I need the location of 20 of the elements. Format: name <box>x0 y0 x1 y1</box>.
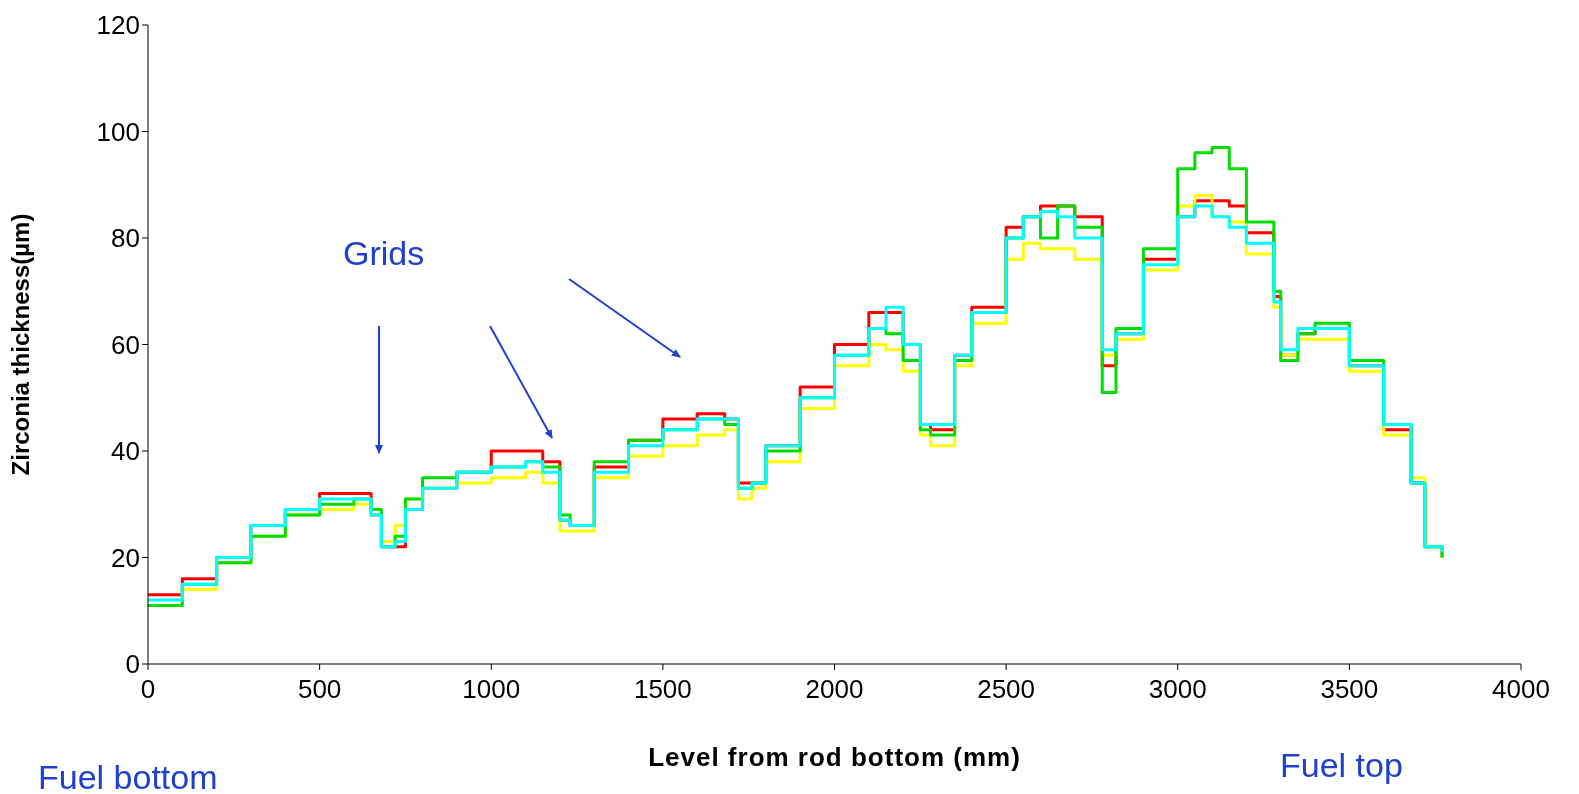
x-tick-label: 500 <box>297 674 342 705</box>
x-tick-label: 1500 <box>633 674 692 705</box>
x-tick-label: 4000 <box>1492 674 1550 705</box>
y-tick-label: 60 <box>111 329 140 360</box>
y-tick-label: 120 <box>96 10 140 41</box>
x-tick-label: 2500 <box>977 674 1036 705</box>
x-tick-label: 3000 <box>1148 674 1207 705</box>
y-tick-label: 0 <box>125 649 140 680</box>
y-tick-label: 80 <box>111 223 140 254</box>
x-tick-label: 3500 <box>1320 674 1379 705</box>
x-tick-label: 2000 <box>805 674 864 705</box>
y-tick-label: 100 <box>96 116 140 147</box>
y-tick-label: 20 <box>111 542 140 573</box>
text: Fuel bottom <box>38 758 218 794</box>
y-tick-label: 40 <box>111 436 140 467</box>
y-axis-title: Zirconia thickness(µm) <box>6 213 34 476</box>
x-axis-title: Level from rod bottom (mm) <box>648 742 1021 773</box>
text: Fuel top <box>1280 746 1403 784</box>
x-tick-label: 1000 <box>462 674 521 705</box>
annotation: Grids <box>343 234 425 272</box>
